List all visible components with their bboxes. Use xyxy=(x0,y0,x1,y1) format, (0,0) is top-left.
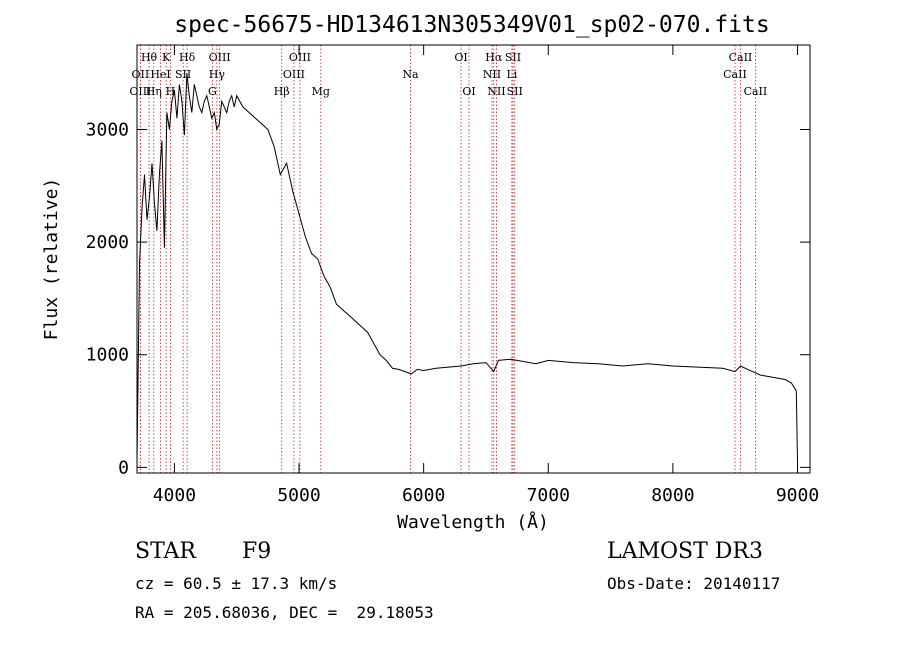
chart-title: spec-56675-HD134613N305349V01_sp02-070.f… xyxy=(174,12,769,38)
y-tick-label: 3000 xyxy=(86,119,129,140)
flux-line xyxy=(136,73,798,463)
coordinates: RA = 205.68036, DEC = 29.18053 xyxy=(135,603,434,622)
line-label: OI xyxy=(462,85,475,98)
line-label: CaII xyxy=(723,68,747,81)
line-label: SII xyxy=(507,85,523,98)
line-label: OIII xyxy=(289,51,311,64)
x-axis-label: Wavelength (Å) xyxy=(397,511,549,533)
line-label: H xyxy=(166,85,176,98)
line-label: Hδ xyxy=(179,51,196,64)
line-label: Hη xyxy=(146,85,162,98)
line-label: Li xyxy=(506,68,517,81)
line-label: G xyxy=(208,85,217,98)
line-label: Hθ xyxy=(141,51,158,64)
y-tick-label: 1000 xyxy=(86,345,129,366)
line-label: SII xyxy=(505,51,521,64)
x-tick-label: 5000 xyxy=(277,485,320,506)
line-label: OIII xyxy=(129,85,151,98)
y-axis-label: Flux (relative) xyxy=(41,178,62,341)
object-class: STAR xyxy=(135,539,196,564)
y-tick-label: 2000 xyxy=(86,232,129,253)
line-label: OIII xyxy=(283,68,305,81)
line-label: NII xyxy=(483,68,501,81)
plot-frame xyxy=(136,44,811,474)
line-label: HeI xyxy=(150,68,170,81)
line-label: NII xyxy=(487,85,505,98)
line-label: OIII xyxy=(209,51,231,64)
x-tick-label: 8000 xyxy=(651,485,694,506)
x-tick-label: 9000 xyxy=(776,485,819,506)
line-label: Na xyxy=(402,68,419,81)
line-label: CaII xyxy=(729,51,753,64)
x-tick-label: 4000 xyxy=(153,485,196,506)
line-label: Hγ xyxy=(209,68,226,81)
survey-name: LAMOST DR3 xyxy=(607,539,763,564)
x-tick-label: 6000 xyxy=(402,485,445,506)
line-label: OI xyxy=(454,51,467,64)
redshift-readout: cz = 60.5 ± 17.3 km/s xyxy=(135,574,338,593)
line-label: SII xyxy=(175,68,191,81)
subclass: F9 xyxy=(242,539,272,564)
line-label: Hβ xyxy=(274,85,290,98)
x-tick-label: 7000 xyxy=(527,485,570,506)
line-label: K xyxy=(162,51,171,64)
flux-series xyxy=(136,73,798,463)
line-label: CaII xyxy=(744,85,768,98)
line-label: Hα xyxy=(485,51,503,64)
line-label: Mg xyxy=(312,85,330,98)
axis-ticks: 4000 5000 6000 7000 8000 9000 0 1000 2000 3000 xyxy=(86,45,819,506)
y-tick-label: 0 xyxy=(118,457,129,478)
obs-date: Obs-Date: 20140117 xyxy=(607,574,781,593)
